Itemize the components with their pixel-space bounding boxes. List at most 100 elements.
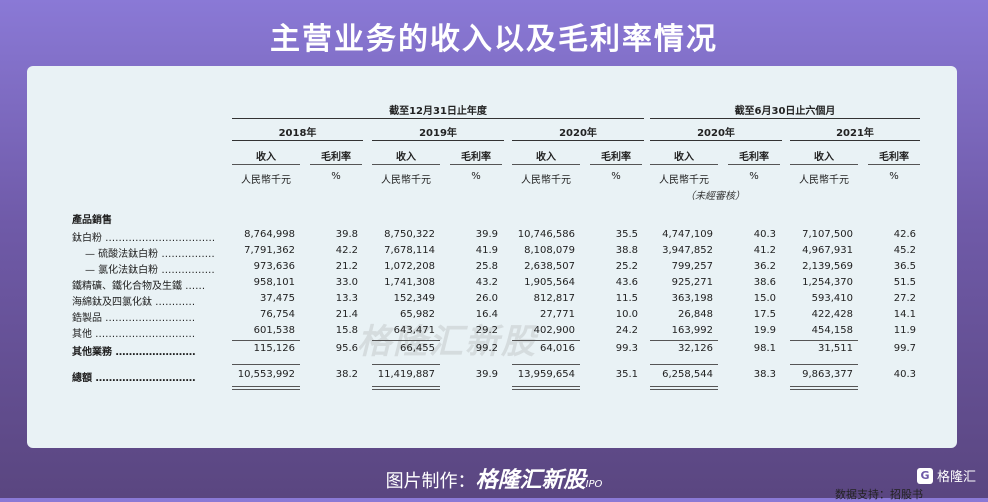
- rule-period-annual: [232, 118, 644, 119]
- rule-total-1: [232, 386, 300, 387]
- year-header: 2020年: [559, 128, 597, 139]
- cell-margin: 24.2: [615, 325, 638, 336]
- cell-revenue: 4,967,931: [802, 245, 853, 256]
- cell-revenue: 2,139,569: [802, 261, 853, 272]
- row-label: 總額 …………………………: [72, 373, 196, 384]
- cell-revenue: 76,754: [260, 309, 295, 320]
- cell-margin: 17.5: [753, 309, 776, 320]
- cell-revenue: 958,101: [253, 277, 295, 288]
- rule-year: [372, 140, 504, 141]
- rule-pre-total: [650, 364, 718, 365]
- cell-margin: 35.1: [615, 369, 638, 380]
- cell-revenue: 402,900: [533, 325, 575, 336]
- cell-revenue: 115,126: [253, 343, 295, 354]
- cell-margin: 26.0: [475, 293, 498, 304]
- section-label-product-sales: 產品銷售: [72, 215, 112, 226]
- cell-revenue: 37,475: [260, 293, 295, 304]
- cell-revenue: 27,771: [540, 309, 575, 320]
- rule-pre-total: [790, 364, 858, 365]
- cell-margin: 98.1: [753, 343, 776, 354]
- cell-revenue: 64,016: [540, 343, 575, 354]
- cell-revenue: 2,638,507: [524, 261, 575, 272]
- cell-margin: 14.1: [893, 309, 916, 320]
- cell-margin: 39.9: [475, 369, 498, 380]
- col-margin-header: 毛利率: [739, 152, 769, 163]
- year-header: 2018年: [278, 128, 317, 139]
- rule-total-2: [650, 389, 718, 390]
- col-margin-header: 毛利率: [321, 152, 351, 163]
- rule-col-margin: [310, 164, 362, 165]
- cell-revenue: 26,848: [678, 309, 713, 320]
- rule-total-2: [512, 389, 580, 390]
- cell-margin: 43.2: [475, 277, 498, 288]
- col-revenue-header: 收入: [256, 152, 276, 163]
- footer-credit: 图片制作：格隆汇新股IPO: [0, 462, 988, 494]
- financial-table-card: 格隆汇新股 截至12月31日止年度 截至6月30日止六個月 2018年 收入 毛利率 人民…: [27, 66, 957, 501]
- cell-margin: 35.5: [615, 229, 638, 240]
- cell-revenue: 11,419,887: [377, 369, 435, 380]
- cell-revenue: 6,258,544: [662, 369, 713, 380]
- cell-margin: 43.6: [615, 277, 638, 288]
- rule-total-1: [650, 386, 718, 387]
- cell-margin: 25.2: [615, 261, 638, 272]
- cell-revenue: 9,863,377: [802, 369, 853, 380]
- col-margin-header: 毛利率: [879, 152, 909, 163]
- watermark: 格隆汇新股: [357, 322, 537, 362]
- cell-revenue: 8,108,079: [524, 245, 575, 256]
- cell-margin: 29.2: [475, 325, 498, 336]
- cell-margin: 99.7: [893, 343, 916, 354]
- cell-margin: 41.9: [475, 245, 498, 256]
- rule-total-1: [512, 386, 580, 387]
- cell-margin: 10.0: [615, 309, 638, 320]
- logo-text: 格隆汇: [936, 470, 976, 485]
- rule-col-revenue: [372, 164, 440, 165]
- rule-pre-total: [512, 364, 580, 365]
- cell-revenue: 7,107,500: [802, 229, 853, 240]
- cell-revenue: 643,471: [393, 325, 435, 336]
- cell-revenue: 31,511: [818, 343, 853, 354]
- rule-total-2: [790, 389, 858, 390]
- rule-col-margin: [868, 164, 920, 165]
- cell-margin: 36.5: [893, 261, 916, 272]
- rule-year: [790, 140, 920, 141]
- rule-total-1: [372, 386, 440, 387]
- cell-revenue: 601,538: [253, 325, 295, 336]
- rule-pre-total: [232, 364, 300, 365]
- row-label: — 硫酸法鈦白粉 ………………: [85, 249, 215, 260]
- cell-revenue: 799,257: [671, 261, 713, 272]
- rule-col-margin: [590, 164, 642, 165]
- row-label: 鐵精礦、鐵化合物及生鐵 ……: [72, 281, 206, 292]
- unit-revenue: 人民幣千元: [799, 175, 849, 186]
- cell-revenue: 1,741,308: [384, 277, 435, 288]
- unit-margin: %: [331, 171, 341, 182]
- col-margin-header: 毛利率: [601, 152, 631, 163]
- cell-revenue: 152,349: [393, 293, 435, 304]
- cell-margin: 99.3: [615, 343, 638, 354]
- rule-col-revenue: [232, 164, 300, 165]
- cell-revenue: 1,254,370: [802, 277, 853, 288]
- rule-year: [232, 140, 363, 141]
- cell-revenue: 8,764,998: [244, 229, 295, 240]
- cell-revenue: 13,959,654: [517, 369, 575, 380]
- rule-col-revenue: [650, 164, 718, 165]
- cell-margin: 51.5: [893, 277, 916, 288]
- rule-col-revenue: [512, 164, 580, 165]
- cell-margin: 11.5: [615, 293, 638, 304]
- cell-revenue: 10,553,992: [237, 369, 295, 380]
- cell-margin: 11.9: [893, 325, 916, 336]
- unit-margin: %: [749, 171, 759, 182]
- cell-margin: 21.2: [335, 261, 358, 272]
- cell-revenue: 66,455: [400, 343, 435, 354]
- cell-margin: 39.9: [475, 229, 498, 240]
- rule-pre-total: [372, 364, 440, 365]
- cell-margin: 13.3: [335, 293, 358, 304]
- cell-margin: 40.3: [753, 229, 776, 240]
- corner-logo: G 格隆汇: [916, 466, 976, 485]
- cell-revenue: 1,072,208: [384, 261, 435, 272]
- cell-margin: 27.2: [893, 293, 916, 304]
- rule-year: [650, 140, 782, 141]
- cell-margin: 25.8: [475, 261, 498, 272]
- cell-margin: 38.3: [753, 369, 776, 380]
- cell-revenue: 812,817: [533, 293, 575, 304]
- year-header: 2021年: [836, 128, 874, 139]
